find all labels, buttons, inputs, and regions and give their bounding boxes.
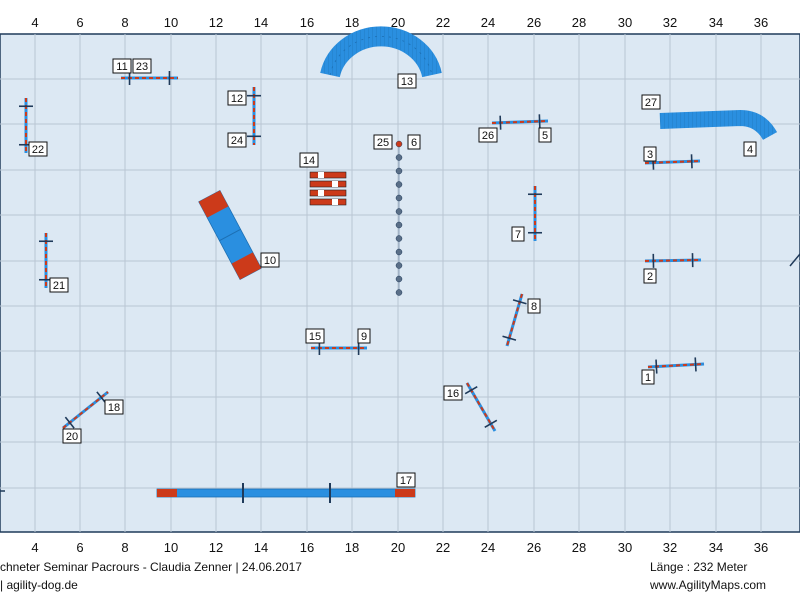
- svg-text:23: 23: [136, 61, 148, 73]
- svg-text:2: 2: [647, 271, 653, 283]
- axis-tick-bottom: 6: [76, 540, 83, 555]
- label-24: 24: [228, 133, 246, 147]
- axis-tick-top: 30: [618, 15, 632, 30]
- footer-agilitymaps: www.AgilityMaps.com: [650, 578, 766, 592]
- label-14: 14: [300, 153, 318, 167]
- svg-text:1: 1: [645, 372, 651, 384]
- svg-text:24: 24: [231, 135, 243, 147]
- svg-text:5: 5: [542, 130, 548, 142]
- svg-text:7: 7: [515, 229, 521, 241]
- svg-text:16: 16: [447, 388, 459, 400]
- axis-tick-top: 6: [76, 15, 83, 30]
- axis-tick-bottom: 36: [754, 540, 768, 555]
- label-5: 5: [539, 128, 551, 142]
- label-1: 1: [642, 370, 654, 384]
- axis-tick-bottom: 26: [527, 540, 541, 555]
- label-23: 23: [133, 59, 151, 73]
- axis-tick-top: 8: [121, 15, 128, 30]
- label-4: 4: [744, 142, 756, 156]
- label-16: 16: [444, 386, 462, 400]
- footer-title: chneter Seminar Pacrours - Claudia Zenne…: [0, 560, 302, 574]
- label-25: 25: [374, 135, 392, 149]
- axis-tick-top: 28: [572, 15, 586, 30]
- label-13: 13: [398, 74, 416, 88]
- axis-tick-bottom: 30: [618, 540, 632, 555]
- footer-length: Länge : 232 Meter: [650, 560, 747, 574]
- label-17: 17: [397, 473, 415, 487]
- label-18: 18: [105, 400, 123, 414]
- axis-tick-bottom: 22: [436, 540, 450, 555]
- svg-text:27: 27: [645, 97, 657, 109]
- label-12: 12: [228, 91, 246, 105]
- label-3: 3: [644, 147, 656, 161]
- label-15: 15: [306, 329, 324, 343]
- label-9: 9: [358, 329, 370, 343]
- label-20: 20: [63, 429, 81, 443]
- label-7: 7: [512, 227, 524, 241]
- footer-website: | agility-dog.de: [0, 578, 78, 592]
- axis-tick-top: 4: [31, 15, 38, 30]
- svg-text:4: 4: [747, 144, 753, 156]
- axis-tick-top: 18: [345, 15, 359, 30]
- axis-tick-bottom: 24: [481, 540, 495, 555]
- label-22: 22: [29, 142, 47, 156]
- svg-text:11: 11: [116, 61, 127, 73]
- axis-tick-bottom: 12: [209, 540, 223, 555]
- svg-text:22: 22: [32, 144, 44, 156]
- axis-tick-top: 36: [754, 15, 768, 30]
- axis-tick-bottom: 10: [164, 540, 178, 555]
- axis-tick-top: 24: [481, 15, 495, 30]
- svg-text:3: 3: [647, 149, 653, 161]
- axis-tick-bottom: 8: [121, 540, 128, 555]
- svg-text:26: 26: [482, 130, 494, 142]
- axis-bottom: 4 6 8 10 12 14 16 18 20 22 24 26 28 30 32 34 36: [31, 540, 768, 555]
- svg-text:6: 6: [411, 137, 417, 149]
- svg-text:10: 10: [264, 255, 276, 267]
- label-26: 26: [479, 128, 497, 142]
- axis-tick-top: 22: [436, 15, 450, 30]
- field-area: [0, 34, 800, 532]
- label-10: 10: [261, 253, 279, 267]
- axis-tick-bottom: 20: [391, 540, 405, 555]
- axis-tick-top: 16: [300, 15, 314, 30]
- axis-tick-top: 12: [209, 15, 223, 30]
- svg-text:18: 18: [108, 402, 120, 414]
- svg-text:17: 17: [400, 475, 412, 487]
- svg-text:12: 12: [231, 93, 243, 105]
- axis-tick-top: 10: [164, 15, 178, 30]
- label-6: 6: [408, 135, 420, 149]
- axis-tick-top: 32: [663, 15, 677, 30]
- svg-text:14: 14: [303, 155, 315, 167]
- axis-tick-bottom: 32: [663, 540, 677, 555]
- label-27: 27: [642, 95, 660, 109]
- svg-text:15: 15: [309, 331, 321, 343]
- axis-tick-bottom: 18: [345, 540, 359, 555]
- axis-tick-bottom: 4: [31, 540, 38, 555]
- svg-text:20: 20: [66, 431, 78, 443]
- svg-text:9: 9: [361, 331, 367, 343]
- axis-tick-bottom: 34: [709, 540, 723, 555]
- axis-tick-bottom: 16: [300, 540, 314, 555]
- svg-text:8: 8: [531, 301, 537, 313]
- axis-tick-top: 34: [709, 15, 723, 30]
- svg-text:21: 21: [53, 280, 65, 292]
- axis-tick-top: 26: [527, 15, 541, 30]
- svg-text:13: 13: [401, 76, 413, 88]
- label-2: 2: [644, 269, 656, 283]
- svg-text:25: 25: [377, 137, 389, 149]
- axis-tick-bottom: 14: [254, 540, 268, 555]
- axis-tick-top: 14: [254, 15, 268, 30]
- label-11: 11: [113, 59, 131, 73]
- axis-tick-bottom: 28: [572, 540, 586, 555]
- label-21: 21: [50, 278, 68, 292]
- label-8: 8: [528, 299, 540, 313]
